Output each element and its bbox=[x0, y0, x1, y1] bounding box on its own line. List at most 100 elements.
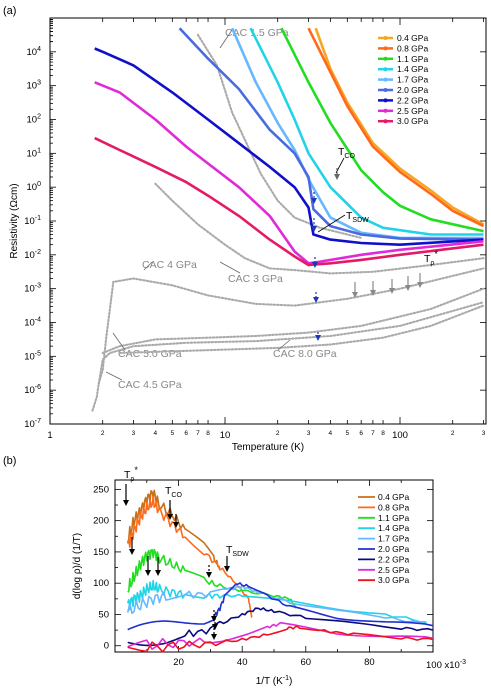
tsdw-label: TSDW bbox=[226, 544, 249, 558]
legend-entry: 1.1 GPa bbox=[397, 54, 428, 64]
x-axis-label: Temperature (K) bbox=[232, 442, 304, 453]
y-tick-label: 0 bbox=[104, 641, 109, 652]
series-line bbox=[280, 27, 484, 233]
tsdw-arrow-head bbox=[311, 226, 317, 232]
x-minor-tick-label: 2 bbox=[451, 430, 455, 437]
series-line bbox=[178, 27, 484, 241]
legend-marker bbox=[383, 77, 388, 82]
x-minor-tick-label: 3 bbox=[307, 430, 311, 437]
cac-label: CAC 4 GPa bbox=[142, 259, 197, 271]
y-tick-label: 102 bbox=[27, 114, 42, 126]
series-line bbox=[127, 625, 434, 653]
legend-entry: 1.7 GPa bbox=[378, 534, 409, 544]
cac-label: CAC 5.0 GPa bbox=[118, 348, 182, 360]
tsdw-arrow-head bbox=[211, 616, 217, 622]
legend-marker bbox=[383, 67, 388, 72]
x-minor-tick-label: 8 bbox=[381, 430, 385, 437]
series-line bbox=[249, 27, 484, 236]
x-minor-tick-label: 8 bbox=[206, 430, 210, 437]
legend-entry: 3.0 GPa bbox=[378, 575, 409, 585]
y-tick-label: 10-6 bbox=[24, 384, 41, 396]
y-tick-label: 10-2 bbox=[24, 249, 41, 261]
x-minor-tick-label: 7 bbox=[196, 430, 200, 437]
series-line bbox=[94, 47, 484, 246]
series-line bbox=[314, 27, 485, 226]
series-line bbox=[94, 81, 484, 265]
series-line bbox=[307, 27, 485, 228]
y-tick-label: 10-1 bbox=[24, 215, 41, 227]
x-minor-tick-label: 4 bbox=[329, 430, 333, 437]
x-minor-tick-label: 4 bbox=[154, 430, 158, 437]
legend-entry: 1.4 GPa bbox=[378, 523, 409, 533]
cac-curve bbox=[91, 301, 485, 412]
trho-arrow-head bbox=[417, 282, 423, 288]
cac-curve bbox=[196, 33, 363, 239]
series-line bbox=[126, 489, 221, 569]
y-tick-label: 10-7 bbox=[24, 418, 41, 430]
y-tick-label: 10-5 bbox=[24, 350, 41, 362]
legend-entry: 2.2 GPa bbox=[397, 95, 428, 105]
y-tick-label: 100 bbox=[93, 578, 109, 589]
cac-label: CAC 3 GPa bbox=[228, 273, 283, 285]
tco-arrow-head bbox=[334, 174, 340, 180]
legend-entry: 0.4 GPa bbox=[397, 33, 428, 43]
legend-entry: 0.4 GPa bbox=[378, 492, 409, 502]
x-minor-tick-label: 6 bbox=[359, 430, 363, 437]
tsdw-arrow-head bbox=[313, 297, 319, 303]
series-line bbox=[94, 136, 484, 267]
cac-leader bbox=[112, 332, 126, 351]
trho-arrow-head bbox=[405, 285, 411, 291]
x-tick-label: 60 bbox=[301, 657, 312, 668]
tco-label: TCO bbox=[165, 485, 182, 499]
trho-label: Tρ* bbox=[424, 249, 438, 267]
legend-marker bbox=[383, 56, 388, 61]
x-tick-label: 100 bbox=[392, 430, 408, 441]
trho-arrow-head bbox=[155, 570, 161, 576]
tsdw-leader bbox=[317, 214, 346, 233]
legend-entry: 3.0 GPa bbox=[397, 116, 428, 126]
cac-curve bbox=[101, 287, 485, 355]
trho-arrow-head bbox=[370, 290, 376, 296]
trho-arrow-head bbox=[173, 522, 179, 528]
x-tick-label: 80 bbox=[364, 657, 375, 668]
cac-curve bbox=[154, 182, 485, 275]
cac-leader bbox=[219, 29, 233, 49]
tco-label: TCO bbox=[338, 146, 355, 160]
trho-arrow-head bbox=[352, 292, 358, 298]
series-line bbox=[126, 579, 427, 623]
y-tick-label: 150 bbox=[93, 547, 109, 558]
tsdw-arrow-head bbox=[211, 634, 217, 640]
cac-leader bbox=[219, 261, 241, 274]
x-minor-tick-label: 2 bbox=[276, 430, 280, 437]
cac-label: CAC 4.5 GPa bbox=[118, 379, 182, 391]
legend-marker bbox=[383, 119, 388, 124]
x-minor-tick-label: 3 bbox=[132, 430, 136, 437]
x-minor-tick-label: 2 bbox=[101, 430, 105, 437]
trho-arrow-head bbox=[145, 570, 151, 576]
legend-marker bbox=[383, 108, 388, 113]
legend-entry: 1.4 GPa bbox=[397, 64, 428, 74]
x-tick-label: 40 bbox=[237, 657, 248, 668]
x-multiplier: 100 x10-3 bbox=[426, 659, 466, 671]
cac-curve bbox=[118, 304, 485, 355]
y-axis-label: Resistivity (Ωcm) bbox=[9, 183, 20, 258]
series-line bbox=[126, 585, 427, 625]
y-tick-label: 10-4 bbox=[24, 317, 41, 329]
series-line bbox=[127, 582, 434, 631]
tsdw-arrow-head bbox=[311, 198, 317, 204]
x-minor-tick-label: 7 bbox=[371, 430, 375, 437]
x-axis-label: 1/T (K-1) bbox=[256, 675, 293, 687]
legend-entry: 1.7 GPa bbox=[397, 75, 428, 85]
tsdw-arrow-head bbox=[315, 335, 321, 341]
legend-marker bbox=[383, 88, 388, 92]
y-tick-label: 200 bbox=[93, 516, 109, 527]
y-tick-label: 50 bbox=[98, 609, 109, 620]
legend-entry: 2.5 GPa bbox=[397, 106, 428, 116]
x-tick-label: 20 bbox=[173, 657, 184, 668]
y-tick-label: 250 bbox=[93, 484, 109, 495]
panel-label-a: (a) bbox=[3, 5, 16, 17]
x-tick-label: 1 bbox=[47, 430, 52, 441]
x-minor-tick-label: 6 bbox=[184, 430, 188, 437]
series-line bbox=[127, 621, 434, 650]
